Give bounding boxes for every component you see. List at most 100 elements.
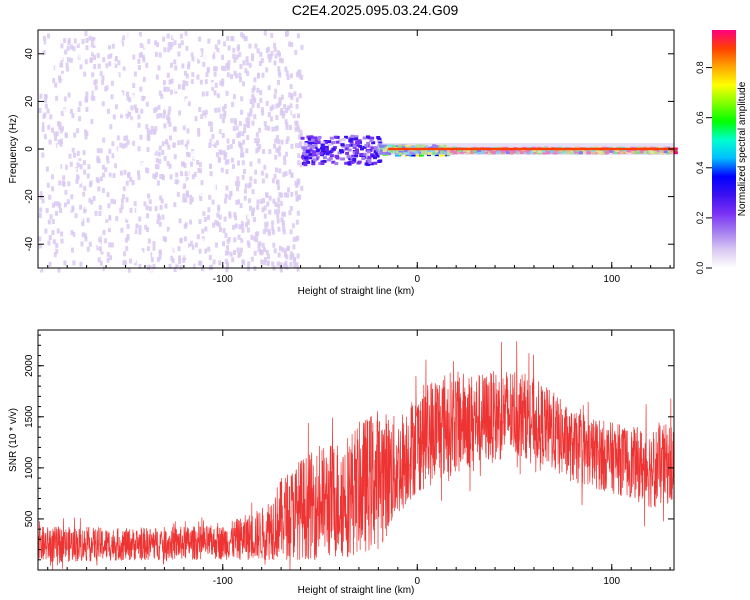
heatmap-cell xyxy=(85,131,89,137)
heatmap-cell xyxy=(239,143,243,149)
heatmap-cell xyxy=(54,114,58,120)
heatmap-cell xyxy=(263,260,266,265)
heatmap-cell xyxy=(243,123,247,129)
colorbar-tick-label: 0.2 xyxy=(695,212,705,225)
heatmap-cell xyxy=(138,32,142,37)
heatmap-cell xyxy=(354,151,359,155)
heatmap-cell xyxy=(78,179,82,185)
heatmap-cell xyxy=(247,118,251,123)
heatmap-cell xyxy=(45,159,49,164)
snr-ylabel: SNR (10 * v/v) xyxy=(8,408,19,472)
heatmap-cell xyxy=(367,156,372,159)
heatmap-cell xyxy=(58,180,62,186)
heatmap-cell xyxy=(125,135,129,141)
heatmap-cell xyxy=(55,210,58,216)
heatmap-cell xyxy=(55,131,59,137)
heatmap-cell xyxy=(177,246,181,252)
heatmap-cell xyxy=(53,252,57,258)
heatmap-cell xyxy=(190,92,194,97)
heatmap-cell xyxy=(76,217,80,223)
heatmap-cell xyxy=(157,104,161,110)
heatmap-cell xyxy=(83,169,87,175)
heatmap-cell xyxy=(358,144,363,148)
heatmap-cell xyxy=(228,194,232,200)
heatmap-cell xyxy=(174,179,178,185)
heatmap-cell xyxy=(149,129,153,135)
heatmap-cell xyxy=(195,256,199,262)
heatmap-cell xyxy=(161,141,165,147)
heatmap-cell xyxy=(105,218,109,223)
heatmap-cell xyxy=(158,158,162,164)
heatmap-cell xyxy=(125,246,129,252)
spectrogram-xlabel: Height of straight line (km) xyxy=(298,286,415,297)
heatmap-cell xyxy=(244,68,248,74)
heatmap-cell xyxy=(373,146,378,150)
heatmap-cell xyxy=(60,238,64,244)
heatmap-cell xyxy=(291,253,295,259)
heatmap-cell xyxy=(61,118,65,124)
heatmap-cell xyxy=(182,80,186,86)
heatmap-cell xyxy=(59,141,63,147)
heatmap-cell xyxy=(301,156,306,160)
heatmap-cell xyxy=(266,260,270,266)
heatmap-cell xyxy=(239,77,242,83)
heatmap-cell xyxy=(259,199,263,204)
heatmap-cell xyxy=(325,152,330,156)
heatmap-cell xyxy=(283,159,287,165)
heatmap-cell xyxy=(130,116,134,122)
heatmap-cell xyxy=(285,254,289,260)
heatmap-cell xyxy=(245,56,249,62)
heatmap-cell xyxy=(275,103,279,109)
heatmap-cell xyxy=(298,134,301,140)
heatmap-cell xyxy=(284,171,288,177)
heatmap-cell xyxy=(216,128,220,134)
heatmap-cell xyxy=(43,112,47,118)
heatmap-cell xyxy=(66,199,70,205)
heatmap-cell xyxy=(297,113,300,119)
heatmap-cell xyxy=(328,150,333,154)
heatmap-cell xyxy=(71,147,75,153)
heatmap-cell xyxy=(238,52,242,58)
heatmap-cell xyxy=(120,190,124,196)
heatmap-cell xyxy=(215,242,218,248)
heatmap-cell xyxy=(129,207,133,213)
heatmap-cell xyxy=(312,158,317,162)
heatmap-cell xyxy=(347,161,352,165)
heatmap-cell xyxy=(132,140,136,146)
heatmap-cell xyxy=(46,54,50,60)
heatmap-cell xyxy=(96,148,100,153)
heatmap-cell xyxy=(102,172,106,178)
heatmap-cell xyxy=(163,47,167,53)
heatmap-cell xyxy=(154,206,158,212)
heatmap-cell xyxy=(157,151,161,157)
heatmap-cell xyxy=(67,57,70,63)
heatmap-cell xyxy=(278,168,282,174)
heatmap-cell xyxy=(200,180,204,186)
heatmap-cell xyxy=(148,58,152,64)
heatmap-cell xyxy=(303,163,308,167)
heatmap-cell xyxy=(263,205,267,211)
heatmap-cell xyxy=(175,263,179,269)
heatmap-cell xyxy=(127,173,130,178)
heatmap-cell xyxy=(97,242,101,248)
heatmap-cell xyxy=(166,258,170,264)
snr-frame xyxy=(37,329,675,571)
heatmap-cell xyxy=(142,57,146,63)
heatmap-cell xyxy=(370,146,375,150)
heatmap-cell xyxy=(246,104,250,110)
heatmap-cell xyxy=(227,45,231,51)
heatmap-cell xyxy=(66,239,69,245)
heatmap-cell xyxy=(79,204,83,210)
heatmap-cell xyxy=(189,43,193,49)
heatmap-cell xyxy=(225,62,229,68)
heatmap-cell xyxy=(226,245,230,251)
heatmap-cell xyxy=(196,148,200,154)
heatmap-cell xyxy=(268,209,272,215)
heatmap-cell xyxy=(126,223,130,229)
heatmap-cell xyxy=(231,36,235,42)
heatmap-cell xyxy=(256,204,260,210)
heatmap-cell xyxy=(204,248,208,254)
heatmap-cell xyxy=(190,161,193,167)
heatmap-cell xyxy=(282,201,286,206)
colorbar-tick-label: 0.6 xyxy=(695,111,705,124)
